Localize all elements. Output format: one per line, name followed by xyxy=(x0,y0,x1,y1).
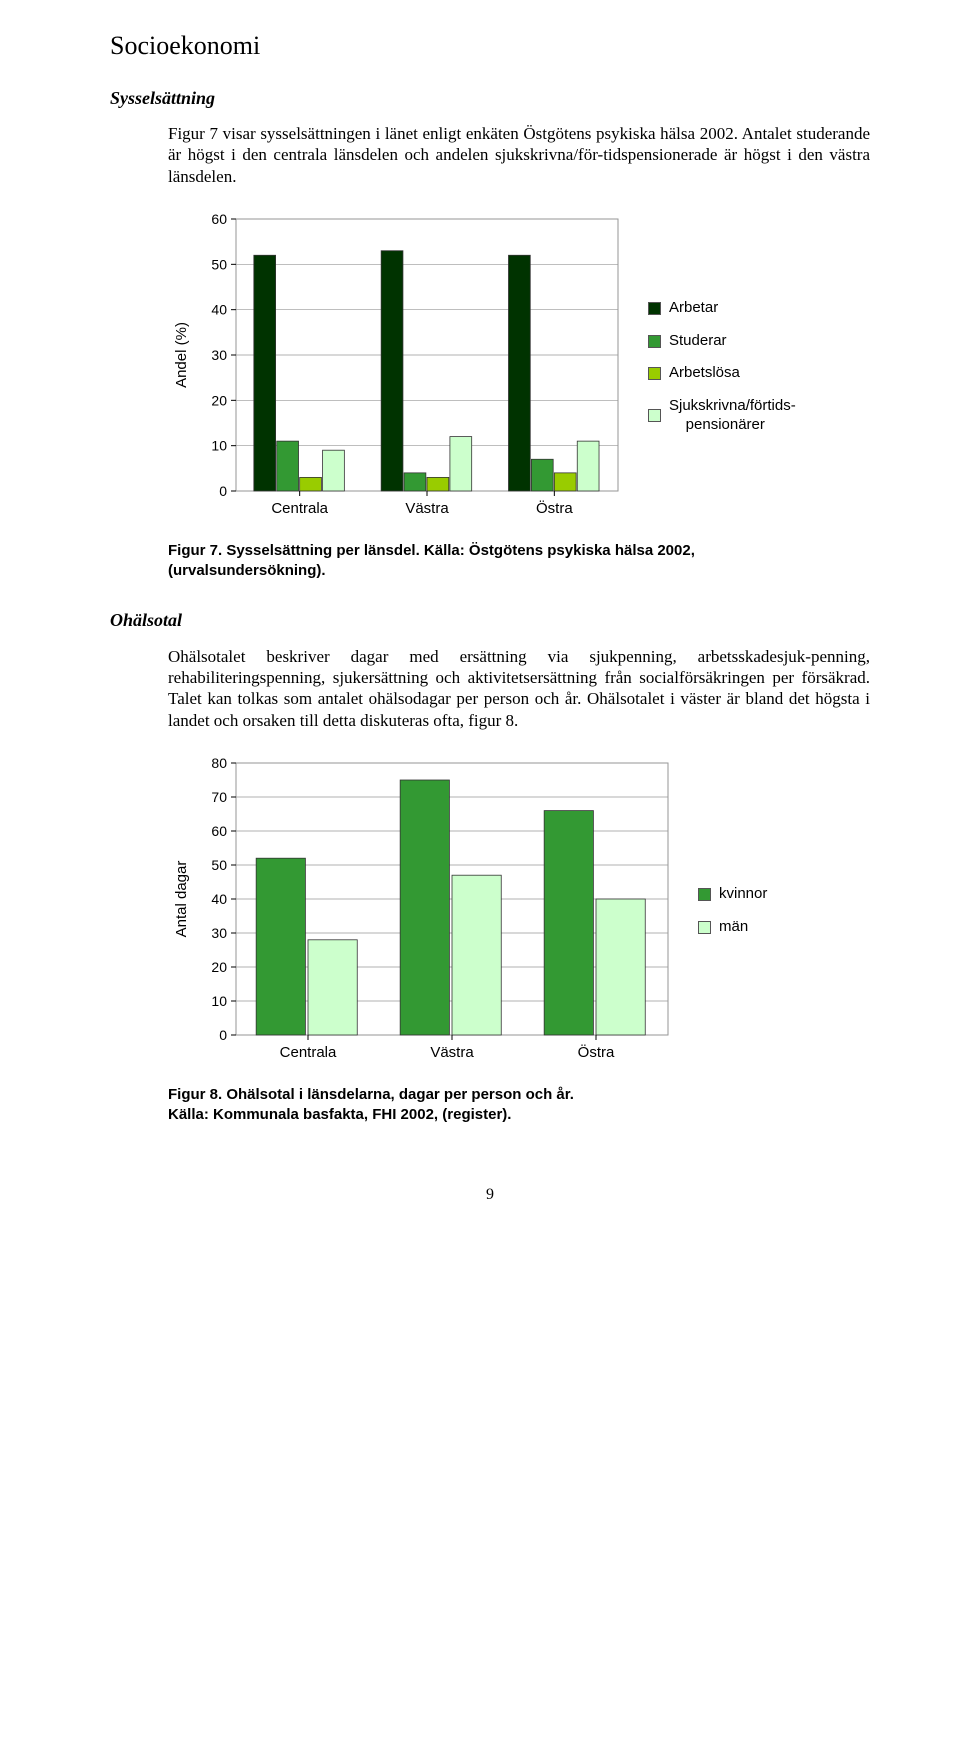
svg-text:Östra: Östra xyxy=(536,499,573,517)
svg-text:Centrala: Centrala xyxy=(271,500,328,517)
svg-text:60: 60 xyxy=(211,211,227,227)
figure-7-chart: 0 10 20 30 40 50 60 Centrala Västra Östra Andel (%… xyxy=(168,207,628,527)
figure-7-legend: Arbetar Studerar Arbetslösa Sjukskrivna/för… xyxy=(648,299,796,435)
legend-swatch xyxy=(648,409,661,422)
legend-item: kvinnor xyxy=(698,885,767,904)
paragraph-1: Figur 7 visar sysselsättningen i länet e… xyxy=(168,123,870,187)
svg-text:0: 0 xyxy=(219,1027,227,1043)
figure-8-container: 0 10 20 30 40 50 60 70 80 Centrala Västra Östra Anta… xyxy=(168,751,870,1071)
legend-label: män xyxy=(719,918,748,937)
figure-8-chart: 0 10 20 30 40 50 60 70 80 Centrala Västra Östra Anta… xyxy=(168,751,678,1071)
legend-label: kvinnor xyxy=(719,885,767,904)
figure-8-legend: kvinnor män xyxy=(698,885,767,937)
svg-text:50: 50 xyxy=(211,857,227,873)
svg-text:Centrala: Centrala xyxy=(280,1044,337,1061)
legend-swatch xyxy=(648,367,661,380)
page-number: 9 xyxy=(110,1185,870,1205)
svg-text:40: 40 xyxy=(211,301,227,317)
heading-sub-2: Ohälsotal xyxy=(110,609,870,632)
legend-item: Arbetar xyxy=(648,299,796,318)
legend-swatch xyxy=(698,921,711,934)
figure-8-caption: Figur 8. Ohälsotal i länsdelarna, dagar … xyxy=(168,1085,808,1126)
legend-swatch xyxy=(648,335,661,348)
legend-label: Studerar xyxy=(669,332,727,351)
svg-text:0: 0 xyxy=(219,483,227,499)
figure-8-caption-line2: Källa: Kommunala basfakta, FHI 2002, (re… xyxy=(168,1106,511,1123)
figure-7-caption: Figur 7. Sysselsättning per länsdel. Käl… xyxy=(168,541,808,582)
svg-text:10: 10 xyxy=(211,993,227,1009)
svg-text:30: 30 xyxy=(211,347,227,363)
svg-text:40: 40 xyxy=(211,891,227,907)
legend-swatch xyxy=(648,302,661,315)
legend-swatch xyxy=(698,888,711,901)
legend-item: män xyxy=(698,918,767,937)
svg-text:Västra: Västra xyxy=(430,1044,474,1061)
heading-main: Socioekonomi xyxy=(110,30,870,63)
figure-7-container: 0 10 20 30 40 50 60 Centrala Västra Östra Andel (%… xyxy=(168,207,870,527)
svg-text:20: 20 xyxy=(211,392,227,408)
svg-text:80: 80 xyxy=(211,755,227,771)
figure-8-caption-line1: Figur 8. Ohälsotal i länsdelarna, dagar … xyxy=(168,1086,574,1103)
svg-text:20: 20 xyxy=(211,959,227,975)
svg-text:30: 30 xyxy=(211,925,227,941)
paragraph-2: Ohälsotalet beskriver dagar med ersättni… xyxy=(168,646,870,731)
svg-text:Andel (%): Andel (%) xyxy=(173,322,190,388)
legend-label: Arbetslösa xyxy=(669,364,740,383)
legend-label: Arbetar xyxy=(669,299,718,318)
svg-text:Östra: Östra xyxy=(578,1043,615,1061)
legend-item: Studerar xyxy=(648,332,796,351)
svg-text:60: 60 xyxy=(211,823,227,839)
svg-text:50: 50 xyxy=(211,256,227,272)
legend-label: Sjukskrivna/förtids- pensionärer xyxy=(669,397,796,435)
legend-item: Sjukskrivna/förtids- pensionärer xyxy=(648,397,796,435)
svg-text:Antal dagar: Antal dagar xyxy=(173,860,190,937)
heading-sub-1: Sysselsättning xyxy=(110,87,870,110)
svg-text:Västra: Västra xyxy=(405,500,449,517)
svg-text:10: 10 xyxy=(211,437,227,453)
svg-text:70: 70 xyxy=(211,789,227,805)
legend-item: Arbetslösa xyxy=(648,364,796,383)
